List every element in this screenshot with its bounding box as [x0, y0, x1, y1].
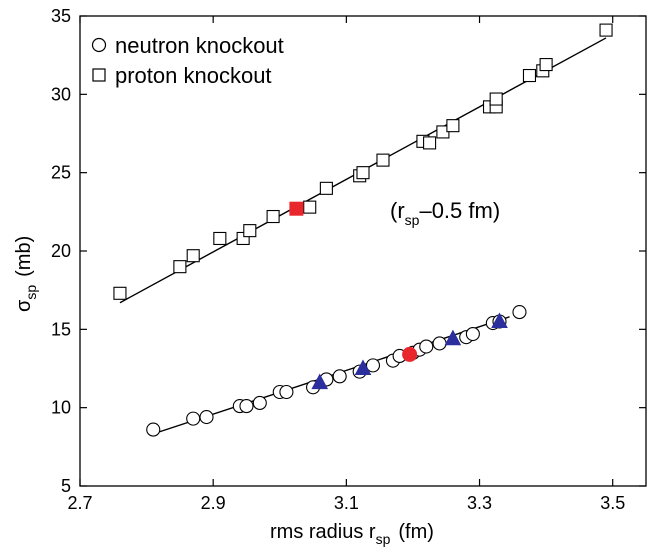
- y-tick-label: 30: [51, 84, 71, 104]
- proton-point: [113, 286, 127, 300]
- triangle-point: [444, 329, 462, 346]
- highlight-circle-point: [402, 346, 418, 362]
- proton-point: [173, 260, 187, 274]
- y-tick-label: 25: [51, 163, 71, 183]
- annotation-text: (rsp–0.5 fm): [390, 198, 500, 228]
- neutron-point: [465, 326, 480, 342]
- legend: neutron knockout proton knockout: [91, 33, 284, 88]
- legend-circle-marker: [91, 37, 107, 53]
- neutron-point: [199, 410, 214, 425]
- proton-point: [266, 209, 280, 224]
- y-tick-label: 10: [51, 398, 71, 418]
- y-tick-label: 15: [51, 319, 71, 339]
- proton-point: [213, 231, 227, 246]
- proton-point: [303, 200, 317, 214]
- legend-label-neutron: neutron knockout: [115, 33, 284, 58]
- proton-point: [356, 166, 370, 180]
- x-tick-label: 3.3: [467, 493, 492, 513]
- y-axis-title: σsp(mb): [13, 236, 39, 312]
- axes: 2.7 2.9 3.1 3.3 3.5 5 10 15 20 25 30 35: [51, 6, 647, 513]
- triangle-point: [491, 312, 508, 328]
- proton-point: [489, 92, 503, 106]
- neutron-point: [146, 422, 161, 437]
- legend-square-marker: [92, 68, 106, 82]
- x-axis-title: rms radius rsp (fm): [270, 521, 434, 547]
- x-tick-label: 3.1: [334, 493, 359, 513]
- x-tick-label: 2.7: [67, 493, 92, 513]
- proton-point: [599, 23, 613, 37]
- neutron-point: [512, 305, 527, 320]
- proton-point: [319, 181, 333, 195]
- y-tick-label: 35: [51, 6, 71, 26]
- triangle-point: [311, 373, 329, 390]
- proton-point: [446, 119, 460, 133]
- data-markers: [113, 23, 613, 437]
- x-tick-label: 2.9: [201, 493, 226, 513]
- neutron-point: [239, 399, 254, 414]
- y-tick-label: 20: [51, 241, 71, 261]
- neutron-point: [419, 339, 434, 354]
- neutron-point: [279, 384, 294, 400]
- neutron-point: [432, 336, 447, 351]
- y-tick-label: 5: [61, 476, 71, 496]
- legend-label-proton: proton knockout: [115, 63, 272, 88]
- proton-point: [423, 136, 437, 150]
- proton-point: [539, 58, 553, 72]
- neutron-point: [252, 395, 267, 411]
- neutron-point: [365, 358, 381, 373]
- proton-point: [243, 224, 257, 238]
- proton-point: [522, 68, 537, 83]
- triangle-point: [354, 359, 372, 375]
- neutron-point: [332, 369, 347, 384]
- proton-point: [376, 153, 390, 167]
- neutron-point: [186, 411, 201, 426]
- proton-point: [186, 249, 200, 263]
- x-tick-label: 3.5: [600, 493, 625, 513]
- highlight-square-point: [289, 201, 304, 216]
